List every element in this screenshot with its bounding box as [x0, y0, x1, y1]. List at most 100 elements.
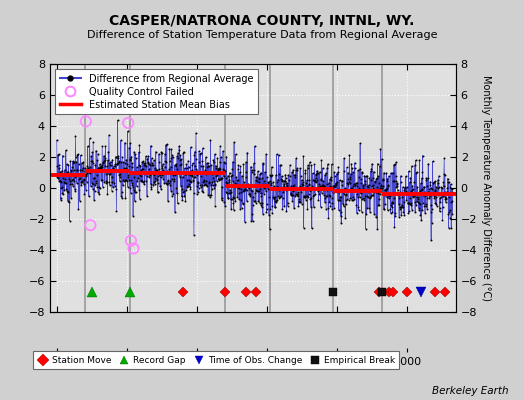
Point — [424, 188, 433, 195]
Point — [66, 218, 74, 224]
Point — [278, 206, 287, 213]
Point — [247, 169, 256, 175]
Point — [275, 187, 283, 193]
Point — [309, 170, 317, 176]
Point — [445, 179, 453, 185]
Point — [408, 183, 417, 189]
Point — [121, 159, 129, 166]
Point — [89, 186, 97, 193]
Point — [81, 168, 90, 174]
Point — [356, 188, 365, 195]
Point — [58, 168, 66, 174]
Point — [194, 178, 202, 185]
Point — [328, 161, 336, 168]
Point — [291, 184, 299, 191]
Point — [413, 196, 422, 202]
Point — [53, 163, 61, 170]
Point — [427, 237, 435, 244]
Point — [271, 198, 279, 204]
Point — [332, 180, 340, 187]
Point — [241, 219, 249, 225]
Point — [374, 160, 382, 167]
Point — [309, 192, 318, 198]
Point — [339, 188, 347, 195]
Point — [400, 185, 409, 192]
Point — [439, 193, 447, 199]
Point — [434, 173, 443, 179]
Point — [316, 176, 325, 182]
Point — [398, 204, 406, 210]
Point — [75, 176, 83, 182]
Point — [228, 178, 237, 184]
Point — [311, 171, 320, 177]
Point — [218, 175, 226, 181]
Point — [266, 172, 275, 178]
Point — [79, 170, 87, 177]
Point — [373, 183, 381, 190]
Point — [332, 182, 340, 188]
Point — [224, 194, 233, 201]
Point — [211, 180, 220, 187]
Point — [401, 191, 409, 198]
Point — [302, 196, 310, 203]
Point — [139, 166, 147, 172]
Point — [330, 204, 338, 211]
Point — [163, 181, 171, 187]
Point — [91, 167, 99, 173]
Point — [269, 194, 277, 200]
Point — [261, 188, 270, 194]
Point — [251, 198, 259, 204]
Point — [83, 162, 92, 169]
Point — [214, 176, 223, 182]
Point — [430, 179, 438, 185]
Point — [221, 160, 229, 166]
Point — [325, 192, 333, 198]
Point — [187, 170, 195, 176]
Point — [248, 167, 256, 173]
Point — [442, 189, 451, 195]
Point — [187, 179, 195, 186]
Point — [419, 152, 427, 159]
Point — [369, 191, 378, 198]
Point — [122, 156, 130, 163]
Point — [388, 169, 397, 176]
Point — [86, 168, 95, 175]
Point — [318, 183, 326, 189]
Point — [270, 183, 278, 190]
Point — [358, 183, 367, 189]
Point — [346, 180, 354, 186]
Point — [380, 206, 388, 212]
Point — [221, 203, 229, 209]
Point — [137, 173, 145, 179]
Point — [356, 140, 364, 147]
Point — [350, 196, 358, 202]
Point — [111, 183, 119, 189]
Point — [418, 175, 426, 181]
Point — [180, 188, 188, 195]
Point — [301, 167, 310, 173]
Point — [432, 184, 441, 190]
Point — [101, 162, 109, 169]
Point — [233, 177, 242, 184]
Point — [157, 163, 166, 170]
Point — [350, 181, 358, 188]
Point — [348, 196, 357, 203]
Point — [93, 157, 101, 164]
Point — [81, 171, 90, 177]
Point — [152, 167, 160, 173]
Point — [127, 153, 136, 160]
Point — [262, 208, 270, 215]
Point — [56, 168, 64, 175]
Point — [296, 182, 304, 189]
Point — [244, 185, 253, 192]
Point — [204, 192, 212, 198]
Point — [394, 192, 402, 198]
Point — [289, 191, 297, 198]
Point — [371, 178, 379, 185]
Point — [311, 178, 320, 184]
Point — [409, 186, 417, 192]
Point — [137, 176, 146, 183]
Point — [288, 192, 296, 198]
Point — [421, 189, 429, 195]
Point — [97, 177, 106, 184]
